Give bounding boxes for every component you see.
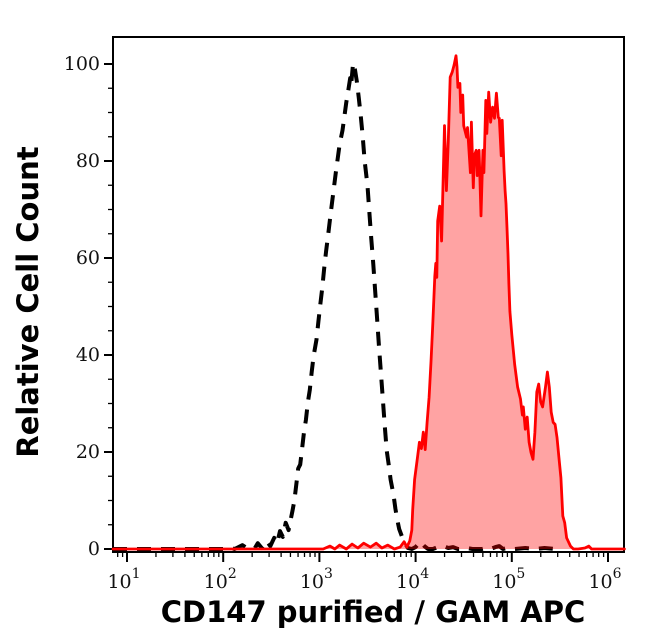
y-axis-title: Relative Cell Count <box>11 146 45 458</box>
y-tick-label: 40 <box>76 344 100 366</box>
x-tick-label: 103 <box>300 566 333 593</box>
y-tick-label: 0 <box>88 538 100 560</box>
stained-histogram-path <box>111 54 626 551</box>
x-tick-label: 102 <box>204 566 237 593</box>
x-axis-title: CD147 purified / GAM APC <box>160 595 586 629</box>
x-tick-label: 105 <box>492 566 525 593</box>
y-tick-label: 20 <box>76 441 100 463</box>
stained-histogram-fill <box>113 55 625 550</box>
x-tick-label: 104 <box>396 566 429 593</box>
x-tick-label: 106 <box>588 566 621 593</box>
y-tick-label: 100 <box>64 53 100 75</box>
x-tick-label: 101 <box>107 566 140 593</box>
control-histogram-path <box>113 61 562 551</box>
y-tick-label: 60 <box>76 247 100 269</box>
y-tick-label: 80 <box>76 150 100 172</box>
plot-frame <box>112 36 625 553</box>
